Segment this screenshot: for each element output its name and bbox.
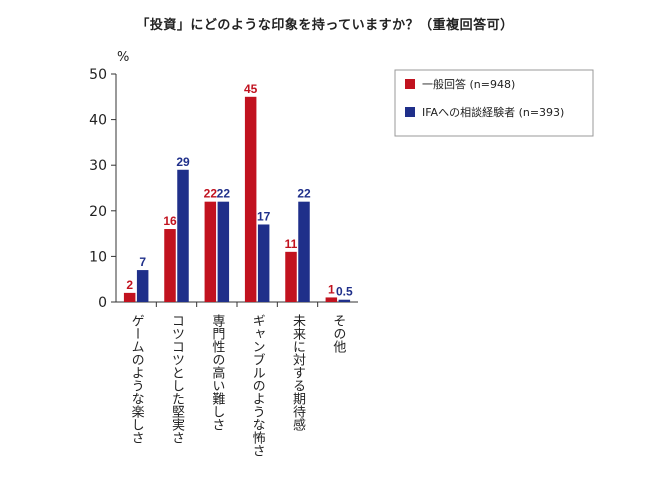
data-label: 7 (139, 255, 146, 269)
bar (285, 251, 297, 302)
data-label: 17 (257, 209, 271, 223)
chart-title: 「投資」にどのような印象を持っていますか？（重複回答可） (136, 18, 514, 33)
category-label: 専門性の高い難しさ (209, 314, 225, 431)
data-label: 16 (163, 214, 177, 228)
legend-box (394, 69, 594, 137)
y-tick-label: 10 (89, 249, 107, 265)
bar (338, 299, 351, 302)
bar (177, 169, 189, 302)
data-label: 2 (126, 278, 133, 292)
legend-swatch (405, 79, 415, 89)
data-label: 45 (244, 82, 258, 96)
bar (244, 96, 257, 302)
bar (123, 292, 136, 302)
bar (217, 201, 230, 302)
bar (164, 229, 176, 302)
data-label: 22 (217, 187, 231, 201)
data-label: 11 (285, 237, 298, 251)
bar (257, 224, 270, 302)
bar (204, 201, 217, 302)
y-axis-unit: % (117, 50, 130, 65)
y-tick-label: 20 (89, 204, 107, 220)
legend-label: 一般回答 (n=948) (422, 77, 515, 91)
bar (136, 270, 149, 302)
category-label: その他 (330, 314, 346, 354)
category-label: ギャンブルのような怖さ (250, 314, 266, 457)
data-label: 29 (176, 155, 190, 169)
data-label: 22 (204, 187, 218, 201)
data-label: 0.5 (336, 285, 353, 299)
category-label: コツコツとした堅実さ (169, 314, 185, 444)
data-label: 22 (297, 187, 311, 201)
category-label: ゲームのような楽しさ (129, 314, 145, 444)
legend-label: IFAへの相談経験者 (n=393) (422, 105, 564, 119)
legend-swatch (405, 107, 415, 117)
y-tick-label: 50 (89, 67, 107, 83)
y-tick-label: 30 (89, 158, 107, 174)
category-label: 未来に対する期待感 (290, 314, 306, 431)
data-label: 1 (328, 282, 335, 296)
y-tick-label: 40 (89, 113, 107, 129)
bar (298, 201, 310, 302)
y-tick-label: 0 (98, 295, 107, 311)
bar (325, 297, 338, 302)
